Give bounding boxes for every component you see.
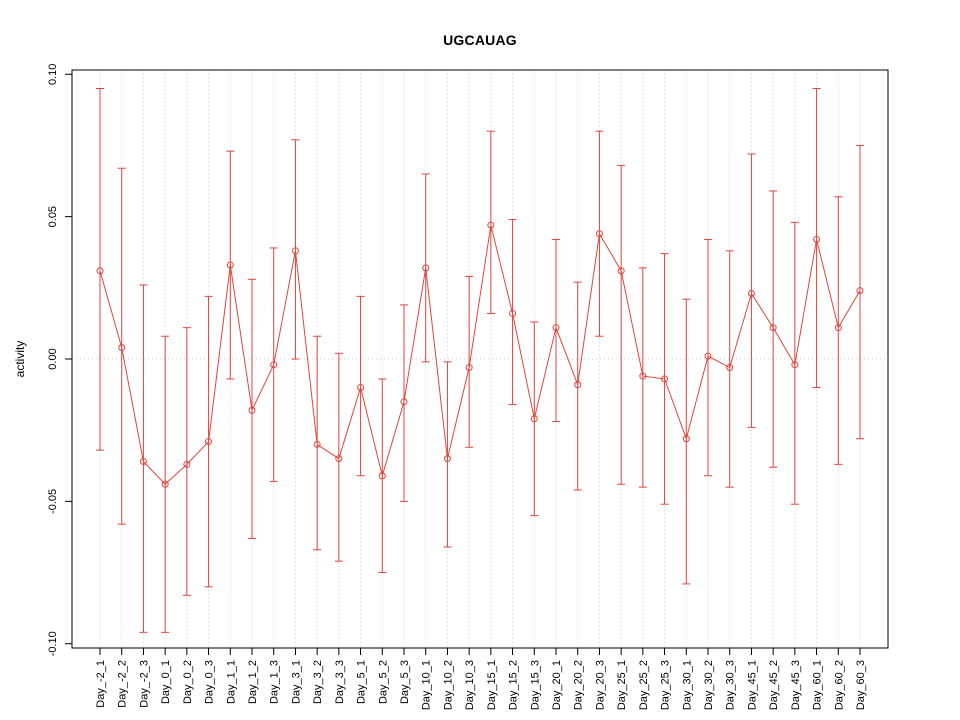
x-tick-label: Day_10_3 <box>464 660 476 710</box>
data-point <box>487 221 495 229</box>
data-point <box>813 235 821 243</box>
x-tick-label: Day_1_1 <box>225 660 237 704</box>
x-tick-label: Day_5_1 <box>356 660 368 704</box>
data-point <box>96 267 104 275</box>
data-point <box>682 435 690 443</box>
x-tick-label: Day_15_1 <box>486 660 498 710</box>
x-tick-label: Day_1_3 <box>269 660 281 704</box>
data-point <box>270 361 278 369</box>
x-tick-label: Day_45_3 <box>790 660 802 710</box>
x-tick-label: Day_-2_3 <box>138 660 150 708</box>
y-tick-label: -0.05 <box>47 489 59 514</box>
x-tick-label: Day_-2_1 <box>95 660 107 708</box>
data-point <box>639 372 647 380</box>
y-tick-label: -0.10 <box>47 631 59 656</box>
data-point <box>574 381 582 389</box>
data-point <box>183 460 191 468</box>
x-tick-label: Day_15_2 <box>508 660 520 710</box>
x-tick-label: Day_5_3 <box>399 660 411 704</box>
data-point <box>357 383 365 391</box>
data-point <box>595 230 603 238</box>
x-tick-label: Day_45_2 <box>768 660 780 710</box>
x-tick-label: Day_60_3 <box>855 660 867 710</box>
data-point <box>791 361 799 369</box>
x-tick-label: Day_-2_2 <box>117 660 129 708</box>
x-tick-label: Day_3_3 <box>334 660 346 704</box>
data-point <box>291 247 299 255</box>
x-tick-label: Day_60_1 <box>812 660 824 710</box>
x-tick-label: Day_0_1 <box>160 660 172 704</box>
data-point <box>118 344 126 352</box>
data-point <box>530 415 538 423</box>
x-tick-label: Day_45_1 <box>746 660 758 710</box>
data-point <box>834 324 842 332</box>
chart-title: UGCAUAG <box>443 32 517 48</box>
data-point <box>443 455 451 463</box>
x-tick-label: Day_3_2 <box>312 660 324 704</box>
x-tick-label: Day_5_2 <box>377 660 389 704</box>
series-line <box>99 225 861 485</box>
x-tick-label: Day_25_3 <box>660 660 672 710</box>
data-point <box>378 472 386 480</box>
data-point <box>248 406 256 414</box>
data-point <box>161 480 169 488</box>
data-point <box>422 264 430 272</box>
x-tick-label: Day_15_3 <box>529 660 541 710</box>
x-tick-label: Day_30_3 <box>725 660 737 710</box>
data-point <box>704 352 712 360</box>
x-tick-label: Day_25_2 <box>638 660 650 710</box>
data-point <box>509 309 517 317</box>
x-tick-label: Day_60_2 <box>833 660 845 710</box>
data-point <box>747 290 755 298</box>
y-tick-label: 0.10 <box>47 64 59 85</box>
x-tick-label: Day_0_2 <box>182 660 194 704</box>
data-point <box>552 324 560 332</box>
x-tick-label: Day_0_3 <box>204 660 216 704</box>
data-point <box>313 440 321 448</box>
x-tick-label: Day_20_2 <box>573 660 585 710</box>
data-point <box>661 375 669 383</box>
x-tick-label: Day_30_2 <box>703 660 715 710</box>
data-point <box>465 364 473 372</box>
x-tick-label: Day_10_1 <box>421 660 433 710</box>
data-point <box>769 324 777 332</box>
x-tick-label: Day_20_1 <box>551 660 563 710</box>
x-tick-label: Day_3_1 <box>290 660 302 704</box>
x-tick-label: Day_1_2 <box>247 660 259 704</box>
y-tick-label: 0.00 <box>47 348 59 369</box>
x-tick-label: Day_20_3 <box>594 660 606 710</box>
data-point <box>335 455 343 463</box>
x-tick-label: Day_30_1 <box>681 660 693 710</box>
data-point <box>400 398 408 406</box>
data-point <box>856 287 864 295</box>
data-point <box>617 267 625 275</box>
data-point <box>139 458 147 466</box>
data-point <box>226 261 234 269</box>
data-point <box>726 364 734 372</box>
y-axis-label: activity <box>13 341 27 378</box>
y-tick-label: 0.05 <box>47 206 59 227</box>
x-tick-label: Day_25_1 <box>616 660 628 710</box>
data-point <box>205 438 213 446</box>
x-tick-label: Day_10_2 <box>442 660 454 710</box>
